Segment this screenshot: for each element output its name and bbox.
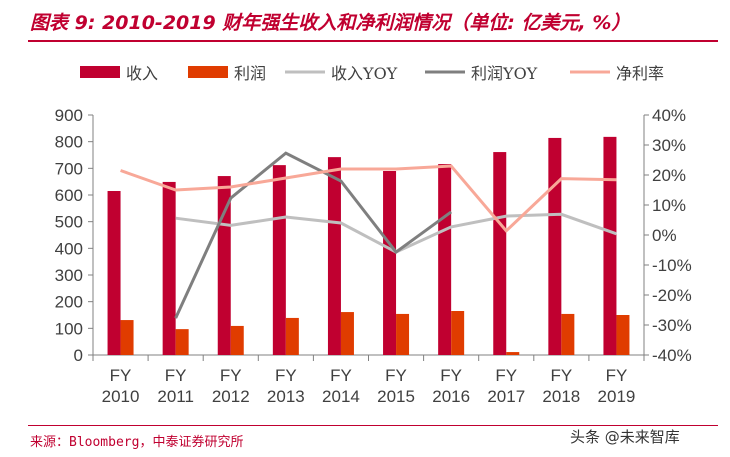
left-tick-label: 200 <box>55 293 83 312</box>
legend-swatch <box>188 66 228 78</box>
bar-利润 <box>396 313 410 355</box>
bar-利润 <box>340 312 354 355</box>
x-tick-label: FY <box>275 366 297 385</box>
bar-利润 <box>506 352 520 355</box>
left-tick-label: 600 <box>55 186 83 205</box>
left-tick-label: 800 <box>55 133 83 152</box>
legend-swatch <box>80 66 120 78</box>
right-tick-label: -30% <box>652 316 692 335</box>
bar-利润 <box>120 320 134 355</box>
bar-收入 <box>272 165 286 355</box>
bar-收入 <box>493 152 507 355</box>
bar-收入 <box>327 157 341 355</box>
chart-title: 图表 9: 2010-2019 财年强生收入和净利润情况（单位: 亿美元, %） <box>30 12 631 34</box>
bar-收入 <box>162 181 176 355</box>
x-tick-label: FY <box>440 366 462 385</box>
x-tick-label: 2016 <box>432 387 470 406</box>
legend-label: 净利率 <box>616 64 664 83</box>
left-tick-label: 300 <box>55 266 83 285</box>
line-利润YOY <box>174 151 453 319</box>
line-净利率 <box>120 164 617 233</box>
bar-收入 <box>383 171 397 355</box>
x-tick-label: FY <box>495 366 517 385</box>
right-tick-label: 30% <box>652 136 686 155</box>
bar-利润 <box>451 311 465 355</box>
left-tick-label: 500 <box>55 213 83 232</box>
legend-label: 利润YOY <box>471 64 538 83</box>
x-tick-label: FY <box>220 366 242 385</box>
x-tick-label: 2019 <box>598 387 636 406</box>
bar-利润 <box>616 315 630 355</box>
x-tick-label: 2010 <box>102 387 140 406</box>
left-tick-label: 0 <box>74 346 83 365</box>
right-tick-label: 40% <box>652 106 686 125</box>
left-tick-label: 400 <box>55 239 83 258</box>
x-tick-label: 2014 <box>322 387 360 406</box>
bar-利润 <box>230 325 244 355</box>
x-tick-label: 2012 <box>212 387 250 406</box>
title-divider <box>28 40 718 42</box>
legend-label: 利润 <box>234 64 266 83</box>
bar-收入 <box>438 164 452 355</box>
left-tick-label: 100 <box>55 319 83 338</box>
source-note: 来源：Bloomberg，中泰证券研究所 <box>30 435 244 450</box>
legend-label: 收入YOY <box>331 64 398 83</box>
bar-利润 <box>561 313 575 355</box>
x-tick-label: FY <box>330 366 352 385</box>
right-tick-label: -10% <box>652 256 692 275</box>
x-tick-label: FY <box>550 366 572 385</box>
bar-利润 <box>175 329 189 355</box>
watermark: 头条 @未来智库 <box>570 428 680 446</box>
x-tick-label: 2017 <box>487 387 525 406</box>
x-tick-label: 2015 <box>377 387 415 406</box>
right-tick-label: 0% <box>652 226 677 245</box>
x-tick-label: FY <box>606 366 628 385</box>
right-tick-label: 20% <box>652 166 686 185</box>
right-tick-label: 10% <box>652 196 686 215</box>
left-tick-label: 900 <box>55 106 83 125</box>
x-tick-label: FY <box>385 366 407 385</box>
x-tick-label: 2018 <box>542 387 580 406</box>
x-tick-label: 2011 <box>157 387 194 406</box>
bar-收入 <box>548 137 562 355</box>
left-tick-label: 700 <box>55 159 83 178</box>
bar-收入 <box>107 191 121 355</box>
x-tick-label: FY <box>110 366 132 385</box>
bar-利润 <box>285 317 299 355</box>
right-tick-label: -40% <box>652 346 692 365</box>
legend-label: 收入 <box>126 64 158 83</box>
source-divider <box>28 425 718 426</box>
x-tick-label: FY <box>165 366 187 385</box>
right-tick-label: -20% <box>652 286 692 305</box>
bar-收入 <box>603 136 617 355</box>
x-tick-label: 2013 <box>267 387 305 406</box>
